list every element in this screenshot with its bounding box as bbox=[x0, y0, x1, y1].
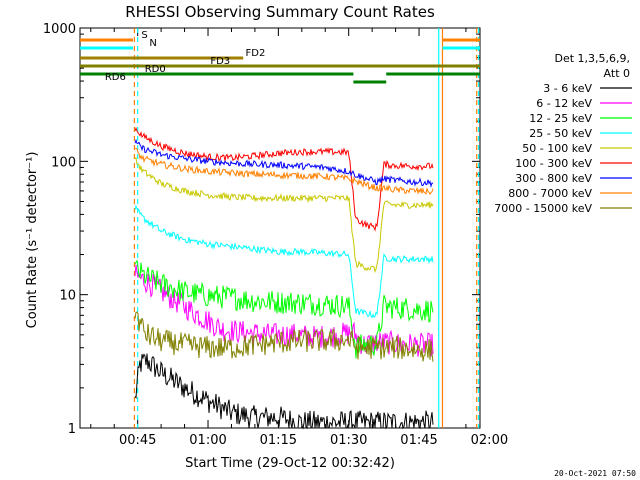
y-axis-label: Count Rate (s⁻¹ detector⁻¹) bbox=[25, 152, 40, 329]
x-tick-label: 02:00 bbox=[471, 433, 508, 448]
series-line-100-300-kev bbox=[134, 126, 434, 232]
y-tick-label: 100 bbox=[51, 155, 76, 170]
status-label-rd0: RD0 bbox=[145, 64, 166, 75]
x-tick-label: 01:15 bbox=[260, 433, 297, 448]
x-tick-label: 01:45 bbox=[400, 433, 437, 448]
status-label-n: N bbox=[149, 38, 156, 49]
legend-label-7000-15000-kev: 7000 - 15000 keV bbox=[494, 202, 592, 215]
y-tick-label: 1000 bbox=[43, 22, 76, 37]
attenuator-markers bbox=[133, 28, 480, 428]
legend-label-800-7000-kev: 800 - 7000 keV bbox=[508, 187, 592, 200]
legend-label-3-6-kev: 3 - 6 keV bbox=[543, 82, 592, 95]
y-tick-label: 1 bbox=[68, 422, 76, 437]
legend-label-100-300-kev: 100 - 300 keV bbox=[515, 157, 592, 170]
x-axis-label: Start Time (29-Oct-12 00:32:42) bbox=[185, 456, 395, 471]
status-bars: SN FD2 FD3 RD0 RD6 bbox=[80, 30, 480, 84]
legend-label-12-25-kev: 12 - 25 keV bbox=[529, 112, 592, 125]
series-line-300-800-kev bbox=[134, 138, 434, 189]
x-tick-label: 00:45 bbox=[119, 433, 156, 448]
series-line-12-25-kev bbox=[134, 259, 434, 359]
legend-header-line2: Att 0 bbox=[604, 67, 630, 80]
x-tick-label: 01:30 bbox=[330, 433, 367, 448]
series-line-25-50-kev bbox=[134, 204, 434, 319]
series-line-800-7000-kev bbox=[134, 147, 434, 196]
series-line-7000-15000-kev bbox=[134, 311, 434, 362]
footer-timestamp: 20-Oct-2021 07:50 bbox=[554, 469, 636, 478]
legend-label-25-50-kev: 25 - 50 keV bbox=[529, 127, 592, 140]
legend-label-6-12-kev: 6 - 12 keV bbox=[536, 97, 592, 110]
status-label-s: S bbox=[141, 30, 147, 41]
series-layer bbox=[134, 126, 434, 430]
chart-title: RHESSI Observing Summary Count Rates bbox=[125, 3, 435, 21]
plot-frame bbox=[79, 27, 481, 429]
legend: 3 - 6 keV 6 - 12 keV 12 - 25 keV 25 - 50 ke… bbox=[494, 82, 632, 215]
y-tick-label: 10 bbox=[59, 289, 76, 304]
status-label-fd3: FD3 bbox=[210, 56, 230, 67]
status-label-fd2: FD2 bbox=[246, 48, 266, 59]
series-line-3-6-kev bbox=[134, 353, 434, 430]
series-line-50-100-kev bbox=[134, 156, 434, 274]
x-axis: 00:45 01:00 01:15 01:30 01:45 02:00 bbox=[90, 28, 508, 448]
status-label-rd6: RD6 bbox=[105, 72, 126, 83]
legend-label-50-100-kev: 50 - 100 keV bbox=[522, 142, 592, 155]
x-tick-label: 01:00 bbox=[189, 433, 226, 448]
y-axis: 1 10 100 1000 bbox=[43, 22, 480, 437]
legend-label-300-800-kev: 300 - 800 keV bbox=[515, 172, 592, 185]
legend-header-line1: Det 1,3,5,6,9, bbox=[554, 52, 630, 65]
